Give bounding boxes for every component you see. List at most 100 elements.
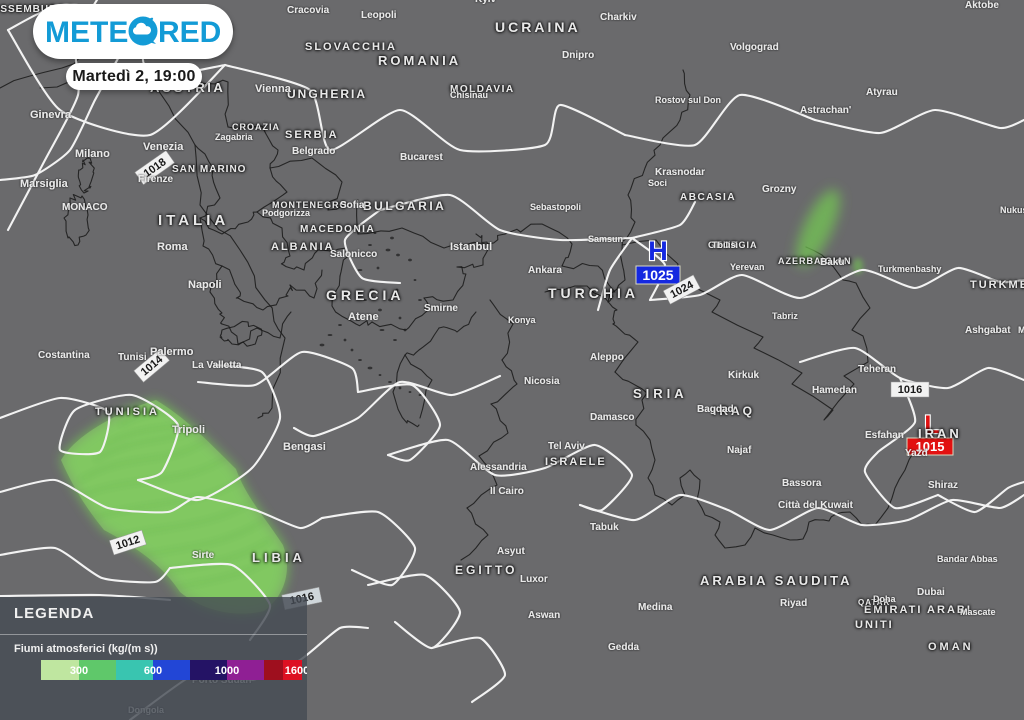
svg-text:Bengasi: Bengasi xyxy=(283,441,326,453)
svg-text:Tunisi: Tunisi xyxy=(118,352,147,363)
svg-text:UNITI: UNITI xyxy=(855,619,894,631)
svg-text:Yerevan: Yerevan xyxy=(730,262,765,272)
svg-text:Ankara: Ankara xyxy=(528,265,562,276)
svg-text:Roma: Roma xyxy=(157,241,188,253)
svg-text:Bassora: Bassora xyxy=(782,478,822,489)
svg-text:Atyrau: Atyrau xyxy=(866,87,898,98)
svg-text:Astrachan': Astrachan' xyxy=(800,105,851,116)
svg-text:Damasco: Damasco xyxy=(590,412,634,423)
svg-text:Salonicco: Salonicco xyxy=(330,249,377,260)
svg-text:H: H xyxy=(648,236,668,266)
svg-text:Smirne: Smirne xyxy=(424,303,458,314)
svg-text:Tripoli: Tripoli xyxy=(172,424,205,436)
svg-text:Luxor: Luxor xyxy=(520,574,548,585)
svg-text:Tabuk: Tabuk xyxy=(590,522,619,533)
svg-text:UNGHERIA: UNGHERIA xyxy=(287,87,367,101)
svg-text:300: 300 xyxy=(70,665,88,677)
svg-text:Chisinau: Chisinau xyxy=(450,90,488,100)
svg-text:Kirkuk: Kirkuk xyxy=(728,370,760,381)
svg-text:Konya: Konya xyxy=(508,315,537,325)
svg-text:MONACO: MONACO xyxy=(62,202,108,213)
svg-text:Venezia: Venezia xyxy=(143,141,184,153)
svg-text:Samsun: Samsun xyxy=(588,234,623,244)
svg-text:Charkiv: Charkiv xyxy=(600,12,637,23)
svg-text:Doha: Doha xyxy=(873,594,896,604)
svg-text:Bagdad: Bagdad xyxy=(697,404,734,415)
svg-text:EGITTO: EGITTO xyxy=(455,563,517,577)
svg-text:Dubai: Dubai xyxy=(917,587,945,598)
svg-text:TUNISIA: TUNISIA xyxy=(95,406,160,418)
svg-text:ABCASIA: ABCASIA xyxy=(680,192,736,203)
svg-text:SIRIA: SIRIA xyxy=(633,386,688,401)
svg-text:Nicosia: Nicosia xyxy=(524,376,560,387)
svg-text:Leopoli: Leopoli xyxy=(361,10,397,21)
svg-text:SERBIA: SERBIA xyxy=(285,129,339,141)
svg-text:Ginevra: Ginevra xyxy=(30,109,72,121)
svg-text:Turkmenbashy: Turkmenbashy xyxy=(878,264,941,274)
svg-text:LIBIA: LIBIA xyxy=(252,550,306,565)
svg-text:Firenze: Firenze xyxy=(138,174,173,185)
svg-text:Gedda: Gedda xyxy=(608,642,640,653)
svg-text:Sebastopoli: Sebastopoli xyxy=(530,202,581,212)
svg-text:Yazd: Yazd xyxy=(905,448,928,459)
svg-text:Grozny: Grozny xyxy=(762,184,797,195)
svg-text:ARABIA SAUDITA: ARABIA SAUDITA xyxy=(700,573,853,588)
svg-text:Tbilisi: Tbilisi xyxy=(712,240,738,250)
svg-text:Palermo: Palermo xyxy=(150,346,194,358)
svg-text:Asyut: Asyut xyxy=(497,546,525,557)
svg-text:Medina: Medina xyxy=(638,602,673,613)
svg-text:Aktobe: Aktobe xyxy=(965,0,999,11)
svg-text:Sofia: Sofia xyxy=(340,200,365,211)
svg-text:Esfahan: Esfahan xyxy=(865,430,904,441)
svg-text:Najaf: Najaf xyxy=(727,445,752,456)
svg-text:ITALIA: ITALIA xyxy=(158,212,229,229)
svg-text:600: 600 xyxy=(144,665,162,677)
svg-text:Zagabria: Zagabria xyxy=(215,132,254,142)
svg-text:Mascate: Mascate xyxy=(960,607,996,617)
svg-text:1025: 1025 xyxy=(642,267,673,283)
svg-text:GRECIA: GRECIA xyxy=(326,287,404,303)
svg-text:CROAZIA: CROAZIA xyxy=(232,122,280,132)
svg-text:Bandar Abbas: Bandar Abbas xyxy=(937,554,998,564)
svg-text:Podgorizza: Podgorizza xyxy=(262,208,311,218)
svg-text:Riyad: Riyad xyxy=(780,598,807,609)
svg-text:Shiraz: Shiraz xyxy=(928,480,958,491)
svg-text:ALBANIA: ALBANIA xyxy=(271,241,335,253)
svg-text:RED: RED xyxy=(158,16,221,49)
svg-text:Bucarest: Bucarest xyxy=(400,152,443,163)
svg-text:Il Cairo: Il Cairo xyxy=(490,486,524,497)
svg-text:MACEDONIA: MACEDONIA xyxy=(300,224,375,235)
svg-text:Tel Aviv: Tel Aviv xyxy=(548,441,585,452)
svg-text:TURKMENISTAN: TURKMENISTAN xyxy=(970,279,1024,291)
svg-text:1016: 1016 xyxy=(898,384,922,396)
svg-text:Aswan: Aswan xyxy=(528,610,560,621)
svg-text:SAN MARINO: SAN MARINO xyxy=(172,164,246,175)
svg-text:Dnipro: Dnipro xyxy=(562,50,594,61)
svg-text:Soci: Soci xyxy=(648,178,667,188)
svg-text:Napoli: Napoli xyxy=(188,279,222,291)
svg-text:Krasnodar: Krasnodar xyxy=(655,167,705,178)
svg-text:Belgrado: Belgrado xyxy=(292,146,335,157)
svg-text:Sirte: Sirte xyxy=(192,550,215,561)
svg-text:OMAN: OMAN xyxy=(928,641,974,653)
svg-text:Alessandria: Alessandria xyxy=(470,462,527,473)
svg-text:Cracovia: Cracovia xyxy=(287,5,330,16)
svg-text:Rostov sul Don: Rostov sul Don xyxy=(655,95,721,105)
svg-text:METE: METE xyxy=(45,16,128,49)
svg-text:Marsiglia: Marsiglia xyxy=(20,178,69,190)
svg-text:Vienna: Vienna xyxy=(255,83,292,95)
svg-text:1600: 1600 xyxy=(285,665,307,677)
svg-text:Costantina: Costantina xyxy=(38,350,90,361)
svg-text:1000: 1000 xyxy=(215,665,239,677)
svg-text:BULGARIA: BULGARIA xyxy=(363,199,446,213)
svg-text:ROMANIA: ROMANIA xyxy=(378,53,461,68)
svg-text:Città del Kuwait: Città del Kuwait xyxy=(778,500,854,511)
svg-text:Mashhad: Mashhad xyxy=(1018,325,1024,335)
svg-text:Aleppo: Aleppo xyxy=(590,352,624,363)
svg-text:Istanbul: Istanbul xyxy=(450,241,492,253)
svg-text:Tabriz: Tabriz xyxy=(772,311,798,321)
svg-text:La Valletta: La Valletta xyxy=(192,360,242,371)
svg-text:IRAN: IRAN xyxy=(918,426,962,441)
svg-text:Milano: Milano xyxy=(75,148,110,160)
svg-text:UCRAINA: UCRAINA xyxy=(495,19,581,35)
